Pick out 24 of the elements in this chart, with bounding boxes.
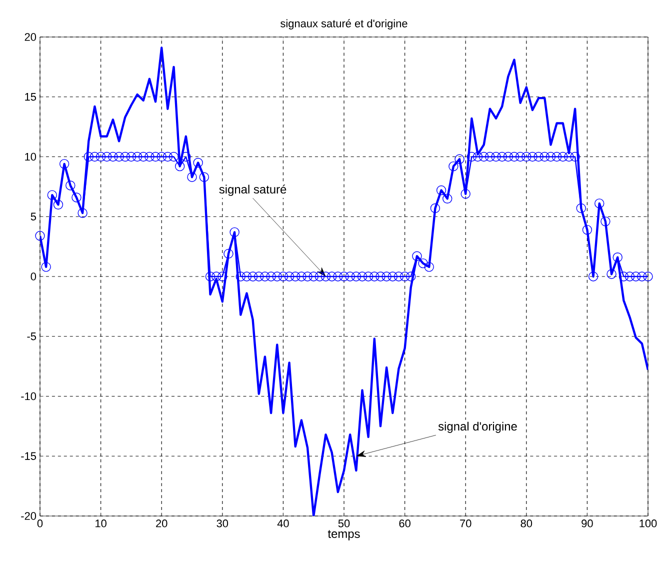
x-tick-label: 20 bbox=[156, 520, 168, 528]
x-tick-label: 0 bbox=[37, 520, 43, 528]
annotation: signal saturé bbox=[219, 184, 286, 196]
y-tick-label: -10 bbox=[21, 392, 36, 400]
y-tick-label: 5 bbox=[30, 212, 36, 220]
x-tick-label: 40 bbox=[277, 520, 289, 528]
x-tick-label: 90 bbox=[582, 520, 593, 528]
x-tick-label: 60 bbox=[399, 520, 410, 528]
x-tick-label: 50 bbox=[338, 520, 350, 528]
y-tick-label: -5 bbox=[27, 332, 36, 340]
x-tick-label: 70 bbox=[460, 520, 472, 528]
x-tick-label: 100 bbox=[640, 520, 657, 528]
x-tick-label: 10 bbox=[96, 520, 106, 528]
y-tick-label: -15 bbox=[21, 452, 36, 460]
y-tick-label: 0 bbox=[30, 272, 36, 280]
x-axis-title: temps bbox=[328, 530, 360, 540]
x-tick-label: 30 bbox=[216, 520, 228, 528]
chart-title: signaux saturé et d'origine bbox=[280, 19, 408, 30]
x-tick-label: 80 bbox=[520, 520, 532, 528]
y-tick-label: 20 bbox=[24, 33, 36, 41]
y-tick-label: 15 bbox=[25, 93, 36, 101]
annotation: signal d'origine bbox=[438, 422, 517, 433]
y-tick-label: 10 bbox=[25, 152, 36, 161]
y-tick-label: -20 bbox=[21, 512, 36, 520]
